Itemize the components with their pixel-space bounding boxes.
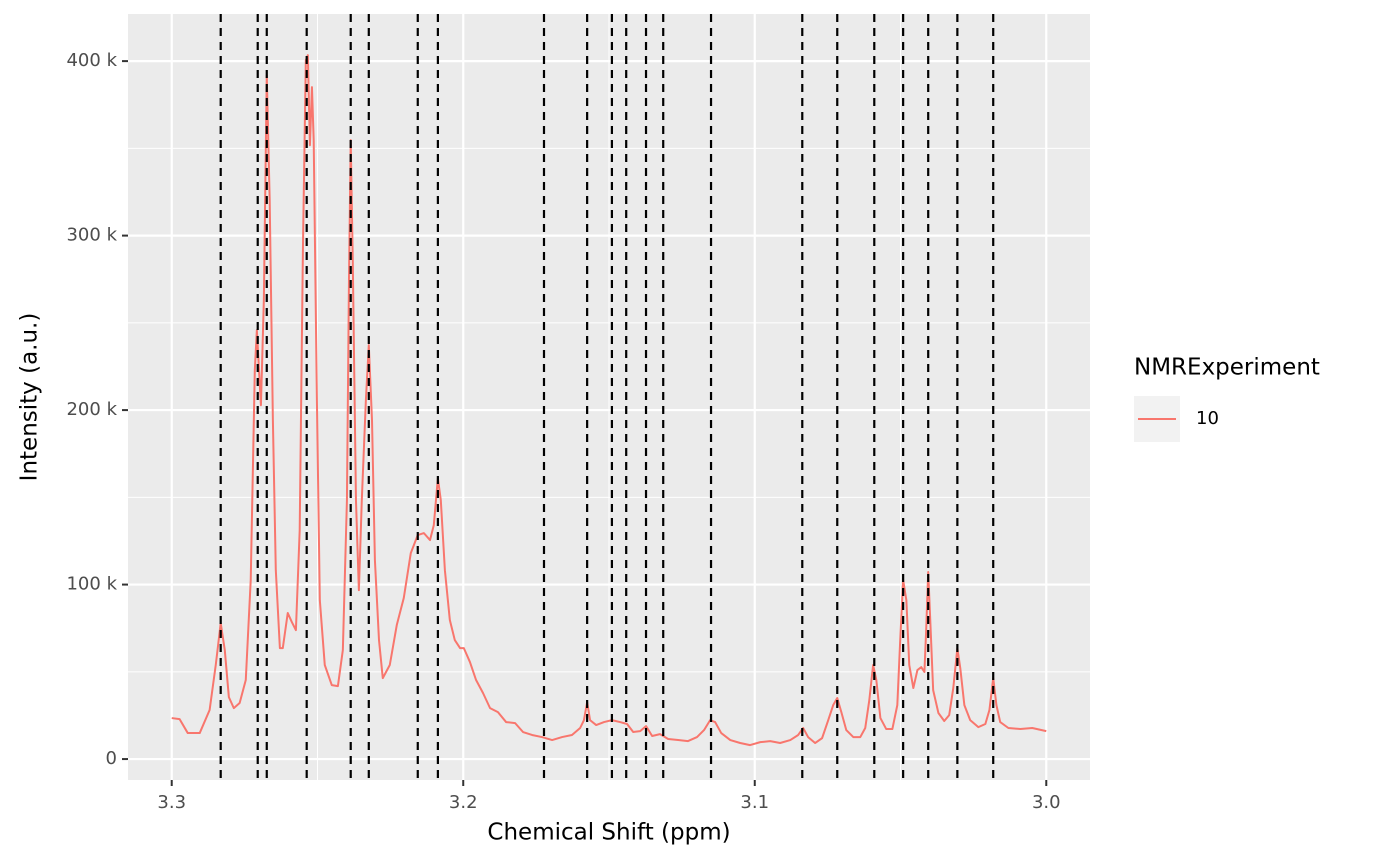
y-axis-title: Intensity (a.u.) bbox=[17, 313, 43, 482]
x-tick-label: 3.1 bbox=[740, 792, 769, 813]
y-tick-label: 200 k bbox=[66, 399, 117, 420]
x-axis-title: Chemical Shift (ppm) bbox=[487, 820, 730, 846]
legend-label: 10 bbox=[1196, 408, 1219, 429]
y-tick-label: 0 bbox=[106, 748, 117, 769]
legend-title: NMRExperiment bbox=[1134, 355, 1320, 381]
y-tick-label: 300 k bbox=[66, 225, 117, 246]
x-tick-label: 3.3 bbox=[157, 792, 186, 813]
y-tick-label: 400 k bbox=[66, 50, 117, 71]
spectrum-line bbox=[171, 54, 1047, 747]
y-tick-label: 100 k bbox=[66, 574, 117, 595]
x-tick-label: 3.0 bbox=[1032, 792, 1061, 813]
x-tick-label: 3.2 bbox=[449, 792, 478, 813]
